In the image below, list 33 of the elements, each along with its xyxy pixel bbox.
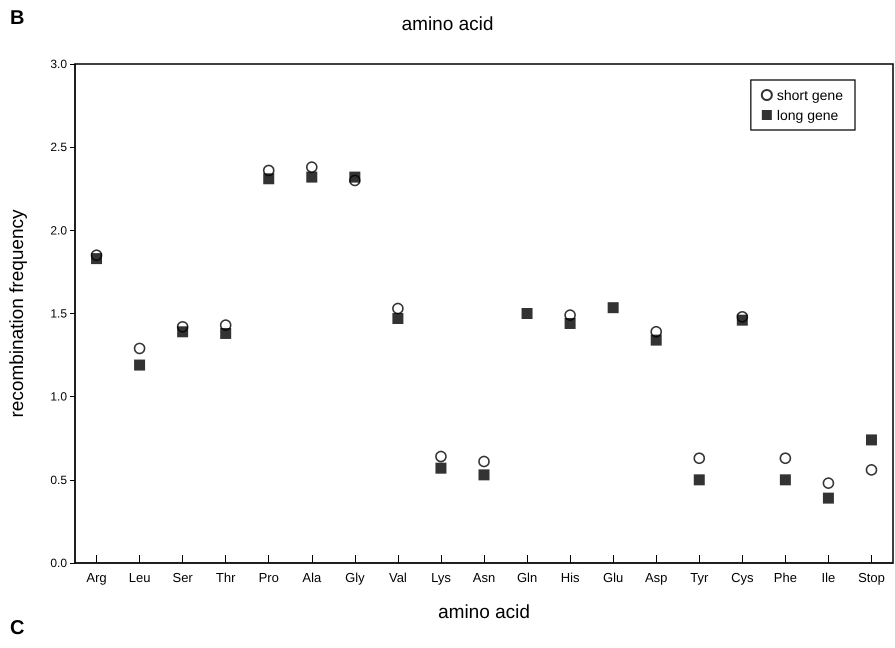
x-tick-label: Asn: [472, 570, 496, 585]
text: C: [10, 617, 24, 639]
x-tick-label: Tyr: [690, 570, 709, 585]
text: B: [10, 7, 24, 29]
x-tick-label: Val: [388, 570, 407, 585]
x-tick-label: Lys: [431, 570, 452, 585]
x-tick-label: Arg: [86, 570, 107, 585]
x-tick-label: Thr: [216, 570, 236, 585]
x-tick-label: Cys: [731, 570, 754, 585]
x-tick-label: Glu: [603, 570, 624, 585]
chart-title: amino acid: [402, 14, 494, 35]
x-tick-label: Pro: [258, 570, 279, 585]
x-tick-label: Ser: [172, 570, 194, 585]
x-tick-label: Gly: [345, 570, 366, 585]
y-tick-label: 0.5: [50, 472, 68, 487]
x-tick-label: Ala: [302, 570, 322, 585]
y-tick-label: 2.5: [50, 140, 68, 154]
x-tick-label: His: [560, 570, 580, 585]
x-tick-label: Leu: [128, 570, 150, 585]
y-tick-label: 3.0: [50, 57, 68, 71]
legend-label: short gene: [776, 87, 844, 103]
x-tick-label: Gln: [516, 570, 538, 585]
y-tick-label: 1.0: [50, 390, 68, 404]
y-tick-label: 1.5: [50, 306, 68, 320]
x-tick-label: Asp: [645, 570, 668, 585]
legend-label: long gene: [776, 107, 839, 123]
y-tick-label: 2.0: [50, 223, 68, 238]
x-tick-label: Phe: [774, 570, 797, 585]
x-tick-label: Ile: [822, 570, 836, 585]
x-tick-label: Stop: [858, 570, 885, 585]
y-axis-title: recombination frequency: [7, 208, 28, 418]
x-axis-title: amino acid: [438, 602, 530, 623]
y-tick-label: 0.0: [50, 556, 68, 570]
